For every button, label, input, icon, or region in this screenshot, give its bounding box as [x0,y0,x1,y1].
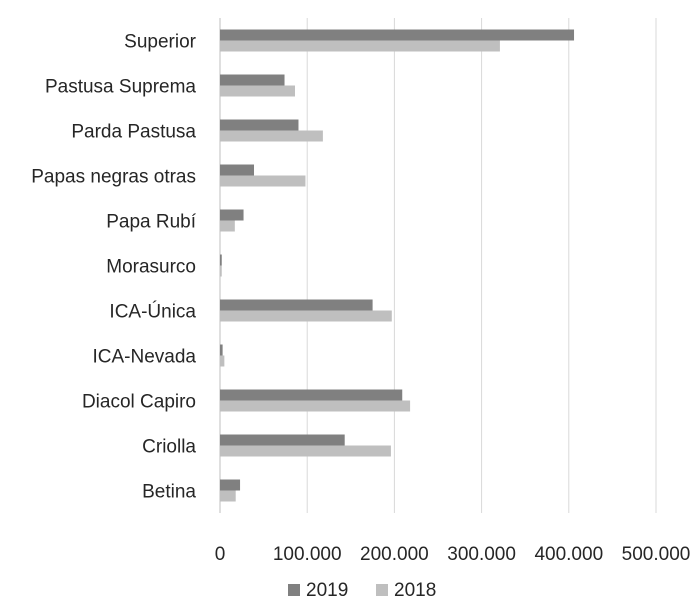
category-label: Papa Rubí [106,212,197,233]
x-tick-label: 100.000 [273,544,342,565]
bar-2019 [220,344,223,356]
category-label: Papas negras otras [31,167,196,188]
bar-2019 [220,389,403,401]
bar-2018 [220,220,235,232]
category-label: Diacol Capiro [82,392,196,413]
bar-2019 [220,434,345,446]
x-tick-label: 0 [215,544,226,565]
category-labels: Superior Pastusa Suprema Parda Pastusa Papa… [31,32,196,503]
bar-2019 [220,254,222,266]
category-label: ICA-Única [109,301,196,323]
x-tick-label: 400.000 [534,544,603,565]
bar-2018 [220,85,295,97]
legend-label: 2019 [306,580,348,601]
bar-2018 [220,265,222,277]
bar-2019 [220,29,575,41]
category-label: Morasurco [106,257,196,278]
legend-label: 2018 [394,580,436,601]
legend-swatch [376,584,388,596]
category-label: Betina [142,482,196,503]
bar-2019 [220,119,299,131]
x-tick-labels: 0 100.000 200.000 300.000 400.000 500.000 [215,544,691,565]
bar-2018 [220,400,411,412]
gridlines [219,18,657,513]
x-tick-label: 300.000 [447,544,516,565]
bar-2019 [220,209,244,221]
category-label: Parda Pastusa [71,122,196,143]
category-label: Superior [124,32,196,53]
x-tick-label: 500.000 [622,544,691,565]
legend: 2019 2018 [288,580,436,601]
bar-2018 [220,445,391,457]
bar-2019 [220,74,285,86]
category-label: Pastusa Suprema [45,77,196,98]
bar-2018 [220,310,392,322]
bar-2018 [220,355,225,367]
bar-2019 [220,164,255,176]
bar-2019 [220,299,373,311]
x-tick-label: 200.000 [360,544,429,565]
bar-2019 [220,479,241,491]
bars [220,29,575,502]
category-label: ICA-Nevada [93,347,197,368]
bar-2018 [220,130,323,142]
bar-2018 [220,40,500,52]
bar-2018 [220,175,306,187]
bar-2018 [220,490,236,502]
legend-swatch [288,584,300,596]
category-label: Criolla [142,437,196,458]
